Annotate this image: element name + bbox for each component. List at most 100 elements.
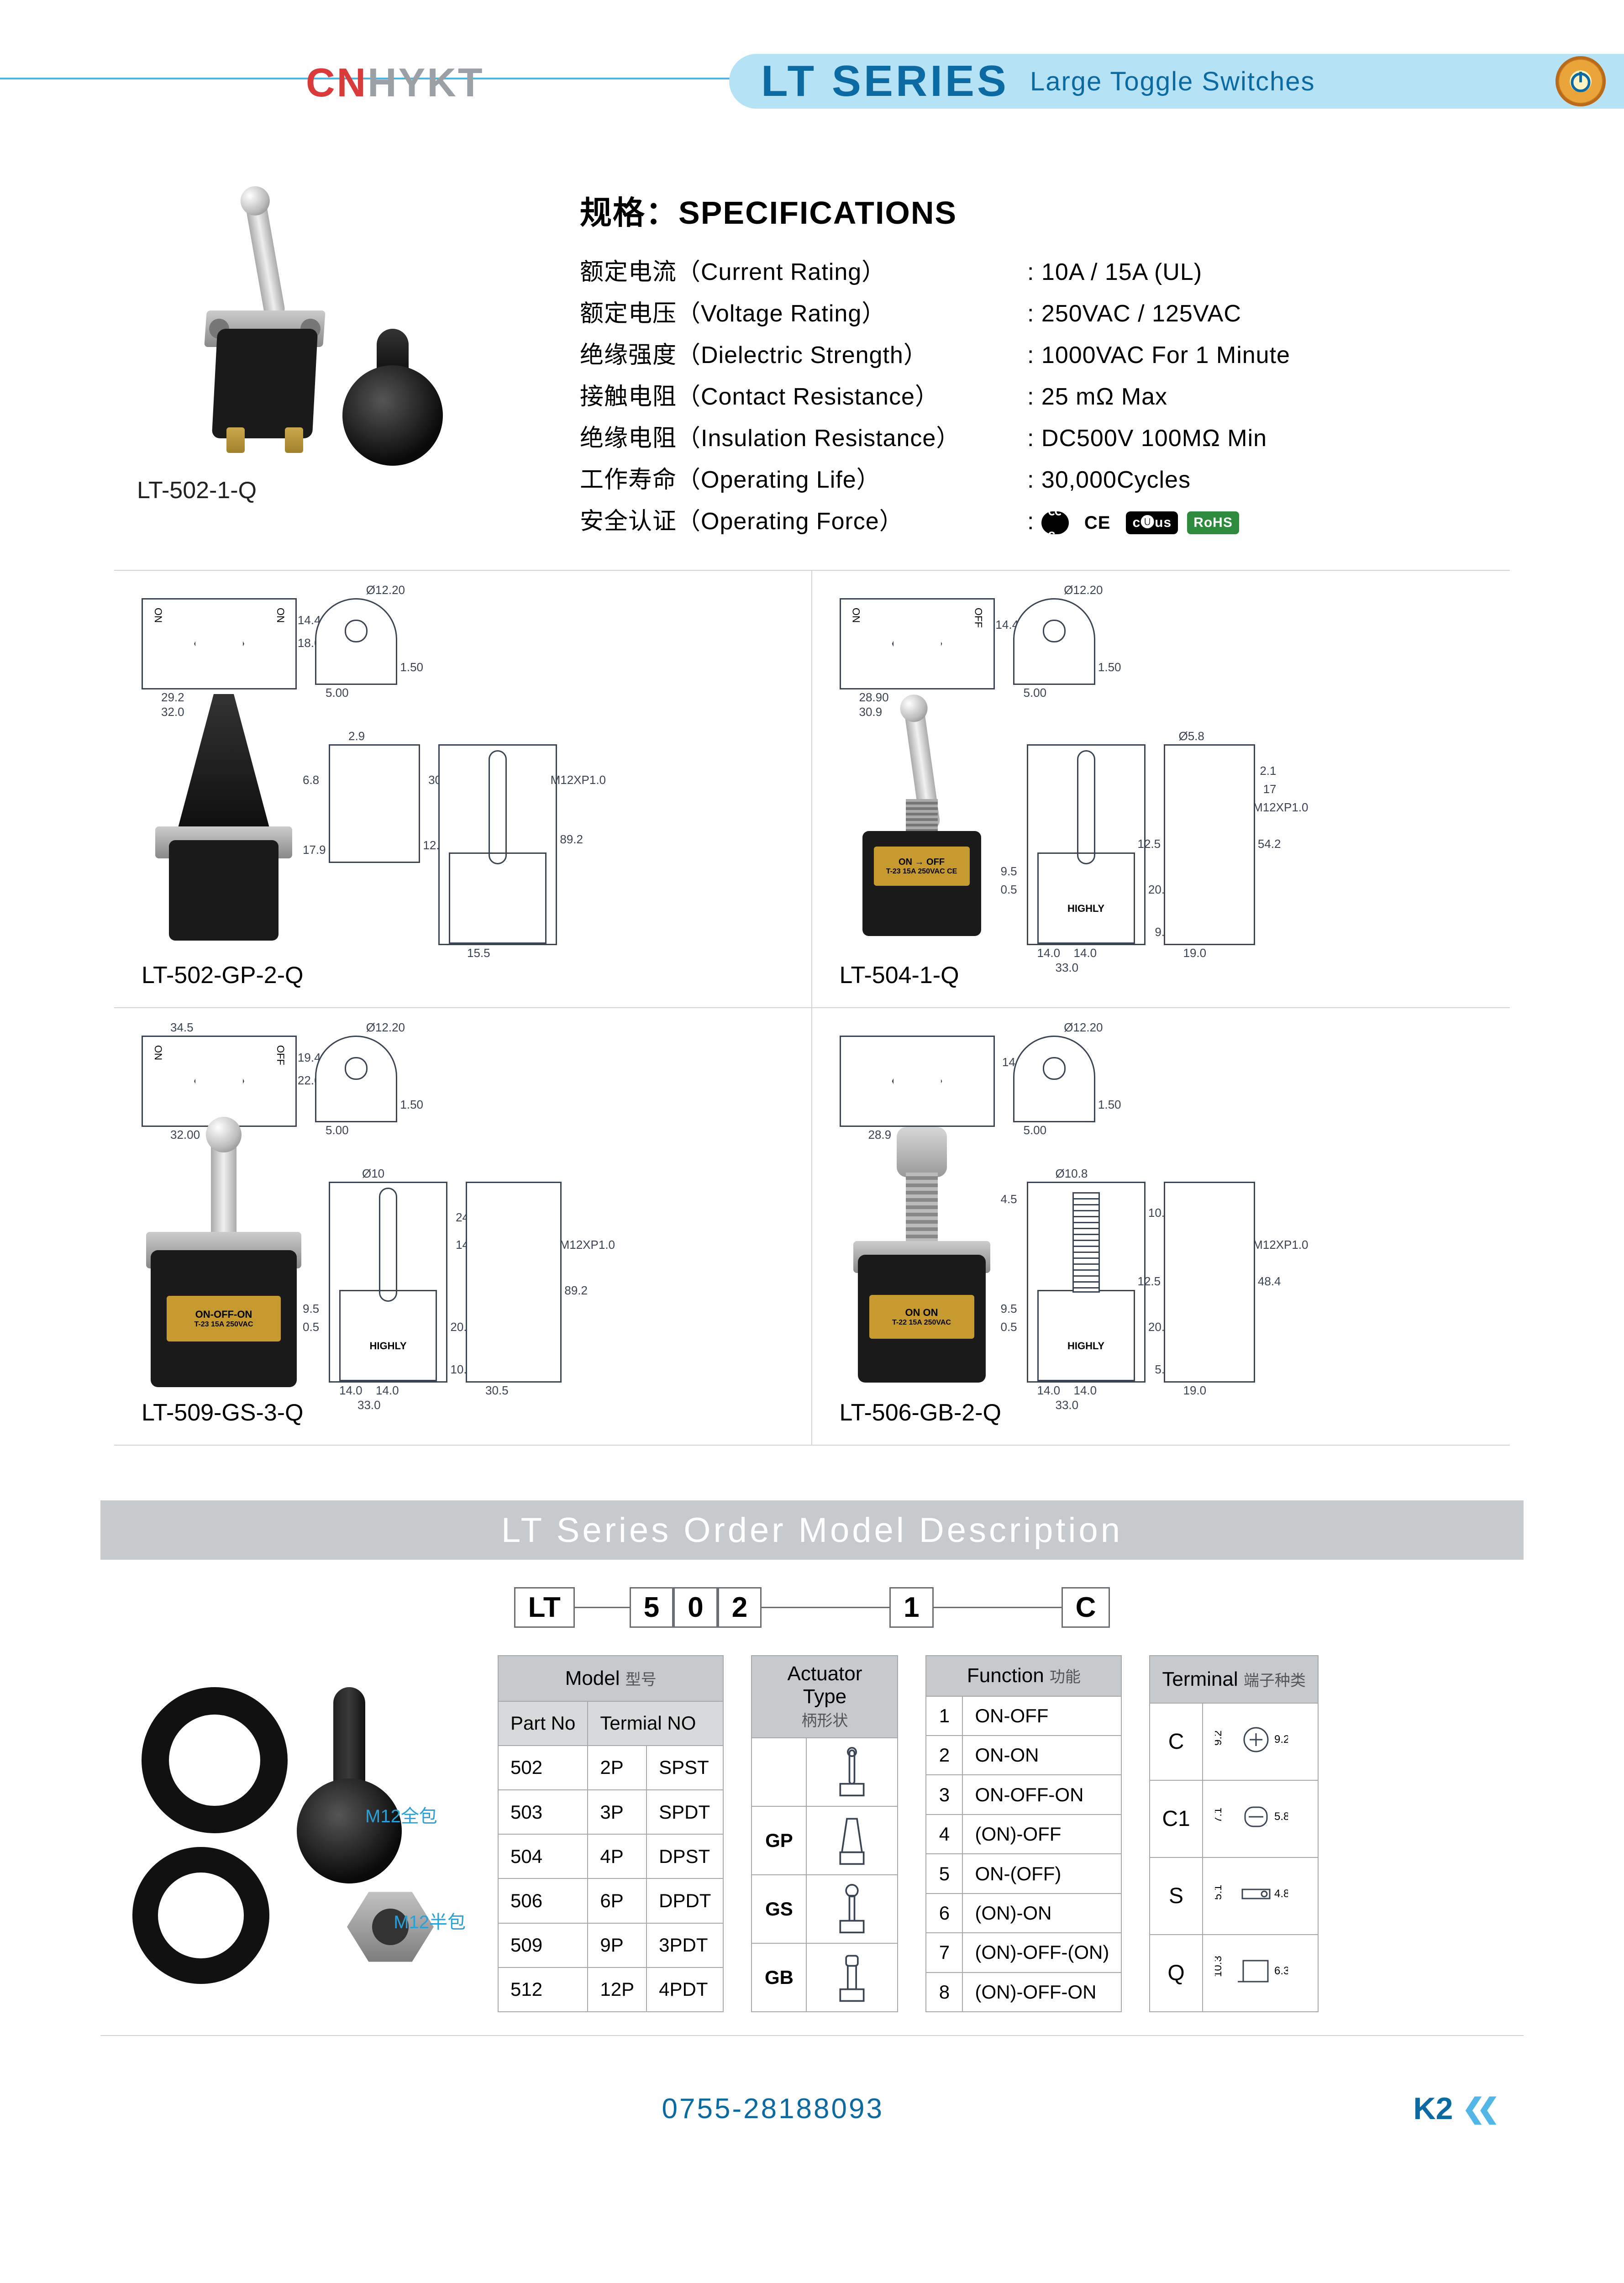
spec-row: 额定电压（Voltage Rating）: 250VAC / 125VAC	[580, 293, 1501, 335]
spec-heading-en: SPECIFICATIONS	[678, 195, 957, 231]
table-row: C17.15.8	[1150, 1780, 1318, 1857]
table-row: 5066PDPDT	[498, 1878, 723, 1923]
drawing-side: HIGHLY Ø10.8 4.5 10.5 9.5 0.5 20.3 5.1 1…	[1027, 1182, 1146, 1383]
model-code-bar: LT 5 0 2 1 C	[114, 1587, 1510, 1628]
table-row: S5.14.8	[1150, 1857, 1318, 1935]
product-label: LT-504-1-Q	[840, 962, 1492, 989]
accessory-photo: M12全包 M12半包	[123, 1655, 470, 2002]
svg-text:4.8: 4.8	[1274, 1888, 1288, 1900]
table-row: 5033PSPDT	[498, 1790, 723, 1834]
drawing-lever: 2.9 6.8 30 12.5 17.9	[329, 744, 420, 863]
rubber-boot-illustration	[342, 329, 443, 466]
table-row: 8(ON)-OFF-ON	[926, 1973, 1121, 2012]
accessory-label: M12全包	[365, 1801, 437, 1828]
product-cell: ON ON 29.2 32.0 14.40 18.00 Ø12.20 5.00 …	[114, 571, 812, 1008]
table-row	[752, 1738, 898, 1806]
drawing-circle: Ø12.20 5.00 1.50	[1013, 598, 1095, 685]
drawing-front: M12XP1.0 12.5 48.4 19.0	[1164, 1182, 1255, 1383]
table-row: 7(ON)-OFF-(ON)	[926, 1933, 1121, 1972]
top-section: LT-502-1-Q 规格：SPECIFICATIONS 额定电流（Curren…	[114, 137, 1510, 570]
hero-product: LT-502-1-Q	[123, 174, 525, 542]
drawing-top: 28.9 14.4	[840, 1036, 995, 1127]
footer-tel: 0755-28188093	[662, 2093, 884, 2125]
function-table: Function 功能 1ON-OFF2ON-ON3ON-OFF-ON4(ON)…	[925, 1655, 1122, 2012]
header: CNHYKT LT SERIES Large Toggle Switches	[114, 46, 1510, 110]
drawing-top: ON OFF 34.5 32.00 19.40 22.00	[142, 1036, 297, 1127]
drawing-circle: Ø12.20 5.00 1.50	[315, 598, 397, 685]
product-cell: ON OFF 34.5 32.00 19.40 22.00 Ø12.20 5.0…	[114, 1008, 812, 1445]
table-row: 1ON-OFF	[926, 1696, 1121, 1736]
product-photo: ON → OFFT-23 15A 250VAC CE	[858, 699, 986, 936]
table-row: 6(ON)-ON	[926, 1894, 1121, 1933]
table-row: 51212P4PDT	[498, 1967, 723, 2012]
code-seg: 2	[718, 1587, 762, 1628]
spec-row: 工作寿命（Operating Life）: 30,000Cycles	[580, 459, 1501, 501]
svg-text:9.2: 9.2	[1274, 1733, 1288, 1746]
drawing-top: ON OFF 28.90 30.9 14.40	[840, 598, 995, 689]
spec-row: 绝缘电阻（Insulation Resistance）: DC500V 100M…	[580, 418, 1501, 459]
table-row: GS	[752, 1875, 898, 1943]
svg-text:5.1: 5.1	[1215, 1884, 1224, 1899]
accessory-label: M12半包	[394, 1907, 466, 1934]
product-label: LT-506-GB-2-Q	[840, 1399, 1492, 1426]
code-seg: 0	[673, 1587, 717, 1628]
footer: 0755-28188093 K2 ❮❮	[114, 2045, 1510, 2126]
order-grid: M12全包 M12半包 Model 型号 Part NoTermial NO 5…	[114, 1641, 1510, 2026]
product-cell: ON OFF 28.90 30.9 14.40 Ø12.20 5.00 1.50…	[812, 571, 1510, 1008]
table-row: C9.29.2	[1150, 1703, 1318, 1780]
table-row: 3ON-OFF-ON	[926, 1775, 1121, 1814]
svg-text:5.8: 5.8	[1274, 1810, 1288, 1823]
product-photo: ON-OFF-ONT-23 15A 250VAC	[151, 1122, 297, 1387]
specifications: 规格：SPECIFICATIONS 额定电流（Current Rating）: …	[580, 174, 1501, 542]
product-photo: ON ONT-22 15A 250VAC	[853, 1127, 990, 1383]
brand-logo: CNHYKT	[306, 59, 484, 106]
order-band: LT Series Order Model Description	[100, 1500, 1524, 1560]
code-seg: LT	[514, 1587, 575, 1628]
table-row: 5ON-(OFF)	[926, 1854, 1121, 1893]
code-seg: 5	[630, 1587, 673, 1628]
terminal-table: Terminal 端子种类 C9.29.2C17.15.8S5.14.8Q10.…	[1149, 1655, 1319, 2012]
drawing-top: ON ON 29.2 32.0 14.40 18.00	[142, 598, 297, 689]
spec-row: 额定电流（Current Rating）: 10A / 15A (UL)	[580, 252, 1501, 293]
brand-part1: CN	[306, 60, 368, 105]
series-title: LT SERIES	[761, 56, 1009, 106]
table-row: 4(ON)-OFF	[926, 1815, 1121, 1854]
title-pill: LT SERIES Large Toggle Switches	[729, 54, 1624, 109]
spec-row: 接触电阻（Contact Resistance）: 25 mΩ Max	[580, 376, 1501, 418]
product-cell: 28.9 14.4 Ø12.20 5.00 1.50 ON ONT-22 15A…	[812, 1008, 1510, 1445]
drawing-front: M12XP1.0 89.2 30.5	[466, 1182, 562, 1383]
table-row: GP	[752, 1806, 898, 1875]
product-label: LT-509-GS-3-Q	[142, 1399, 793, 1426]
model-table: Model 型号 Part NoTermial NO 5022PSPST5033…	[498, 1655, 724, 2012]
table-row: Q10.36.3	[1150, 1935, 1318, 2012]
spec-row: 安全认证（Operating Force）: ㏄cCEc🅤usRoHS	[580, 501, 1501, 542]
product-photo	[155, 694, 292, 941]
table-row: 5022PSPST	[498, 1746, 723, 1790]
drawing-front: Ø5.8 2.1 17 M12XP1.0 12.5 54.2 19.0	[1164, 744, 1255, 945]
page-number: K2 ❮❮	[1414, 2091, 1492, 2126]
svg-text:7.1: 7.1	[1215, 1807, 1224, 1822]
svg-text:9.2: 9.2	[1215, 1730, 1224, 1745]
drawing-side: HIGHLY Ø10 24 14 9.5 0.5 20.3 10.3 14.0 …	[329, 1182, 447, 1383]
hero-image	[123, 174, 525, 466]
brand-part2: HYKT	[368, 60, 484, 105]
hero-label: LT-502-1-Q	[137, 477, 525, 504]
toggle-switch-illustration	[205, 201, 324, 438]
actuator-table: Actuator Type柄形状 GPGSGB	[751, 1655, 898, 2012]
code-seg: C	[1062, 1587, 1110, 1628]
table-row: 5044PDPST	[498, 1834, 723, 1878]
drawing-circle: Ø12.20 5.00 1.50	[1013, 1036, 1095, 1122]
power-icon	[1556, 56, 1606, 106]
drawing-side: HIGHLY 9.5 0.5 20.3 9.2 14.0 14.0 33.0	[1027, 744, 1146, 945]
product-grid: ON ON 29.2 32.0 14.40 18.00 Ø12.20 5.00 …	[114, 570, 1510, 1446]
spec-row: 绝缘强度（Dielectric Strength）: 1000VAC For 1…	[580, 335, 1501, 376]
drawing-circle: Ø12.20 5.00 1.50	[315, 1036, 397, 1122]
svg-text:10.3: 10.3	[1215, 1956, 1224, 1977]
code-seg: 1	[889, 1587, 933, 1628]
chevron-icon: ❮❮	[1462, 2093, 1492, 2125]
spec-heading: 规格：SPECIFICATIONS	[580, 187, 1501, 233]
table-row: 5099P3PDT	[498, 1923, 723, 1967]
table-row: 2ON-ON	[926, 1736, 1121, 1775]
drawing-side: M12XP1.0 89.2 15.5	[438, 744, 557, 945]
svg-text:6.3: 6.3	[1274, 1965, 1288, 1977]
